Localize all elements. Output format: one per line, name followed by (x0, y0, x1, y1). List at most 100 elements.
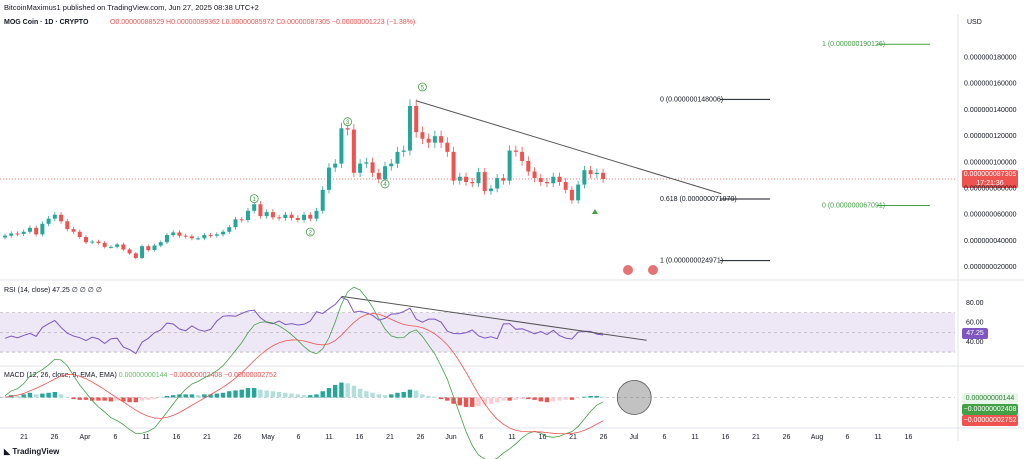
macd-histogram-bar (71, 397, 76, 400)
macd-histogram-bar (582, 396, 587, 398)
candle (545, 181, 550, 184)
macd-histogram-bar (351, 385, 357, 398)
candle (395, 151, 400, 164)
macd-histogram-bar (283, 392, 288, 398)
candle (158, 242, 163, 246)
macd-histogram-bar (588, 395, 593, 398)
candle (83, 237, 88, 243)
candle (383, 166, 388, 180)
x-tick-label: 21 (569, 434, 577, 441)
x-tick-label: 11 (142, 434, 149, 441)
ohlc-values: O0.00000088529 H0.00000089362 L0.0000008… (110, 19, 416, 26)
candle (582, 170, 587, 185)
x-tick-label: 21 (752, 434, 760, 441)
macd-histogram-bar (127, 397, 132, 403)
candle (588, 170, 593, 175)
y-tick-label: 0.000000020000 (964, 264, 1017, 271)
candle (102, 242, 107, 247)
last-price-badge: 0.000000087305 17:21:36 (962, 170, 1018, 188)
candle (457, 176, 462, 181)
macd-histogram-bar (252, 388, 257, 398)
candle (202, 235, 207, 239)
macd-line-badge: −0.00000002752 (962, 415, 1018, 426)
macd-histogram-bar (445, 397, 450, 401)
macd-histogram-bar (532, 397, 537, 400)
candle (526, 161, 531, 172)
candle (351, 129, 356, 173)
macd-histogram-bar (432, 396, 438, 398)
macd-histogram-bar (519, 397, 525, 400)
candle (208, 235, 213, 237)
candle (121, 244, 126, 250)
macd-histogram-bar (575, 397, 581, 399)
x-tick-label: 11 (874, 434, 881, 441)
candle (295, 218, 300, 220)
macd-histogram-bar (600, 396, 606, 398)
candle (177, 232, 182, 236)
macd-histogram-bar (370, 392, 375, 398)
symbol-title[interactable]: MOG Coin · 1D · CRYPTO (4, 19, 89, 26)
currency-label[interactable]: USD (967, 19, 982, 26)
y-tick-label: 0.000000120000 (964, 133, 1017, 140)
macd-histogram-bar (276, 392, 282, 398)
candle (320, 189, 325, 211)
candle (9, 233, 14, 236)
x-tick-label: Aug (811, 434, 824, 441)
macd-histogram-bar (395, 392, 400, 398)
candle (65, 221, 70, 230)
candle (476, 172, 481, 184)
price-trendline (416, 100, 722, 195)
candle (389, 163, 394, 167)
candle (445, 142, 450, 152)
macd-histogram-bar (339, 382, 344, 398)
candle (239, 219, 244, 221)
candle (432, 136, 437, 143)
macd-histogram-bar (158, 396, 163, 398)
tradingview-logo-icon: ◣ (4, 447, 11, 456)
candle (414, 105, 419, 133)
candle (551, 176, 556, 184)
candle (576, 184, 581, 201)
candle (532, 171, 537, 179)
candle (252, 204, 257, 211)
x-tick-label: Jun (445, 434, 456, 441)
candle (314, 210, 319, 219)
candle (283, 214, 288, 219)
candle (46, 218, 51, 224)
candle (96, 241, 101, 243)
candle (308, 214, 313, 219)
candle (289, 214, 294, 219)
macd-histogram-bar (27, 392, 33, 398)
x-tick-label: 26 (600, 434, 608, 441)
macd-histogram-bar (102, 397, 107, 401)
x-tick-label: 26 (783, 434, 791, 441)
candle (557, 176, 562, 182)
candle (594, 172, 599, 175)
tradingview-brand: ◣ TradingView (4, 447, 60, 456)
candle (345, 128, 350, 130)
macd-histogram-bar (164, 395, 170, 398)
macd-histogram-bar (357, 388, 363, 398)
x-tick-label: 16 (722, 434, 730, 441)
candle (52, 214, 57, 219)
macd-histogram-bar (90, 397, 95, 401)
macd-histogram-bar (488, 397, 494, 404)
y-tick-label: 0.000000140000 (964, 107, 1017, 114)
macd-histogram-bar (270, 391, 276, 398)
macd-histogram-bar (214, 393, 220, 398)
candle (90, 241, 95, 243)
candle (115, 244, 120, 247)
macd-signal-line (4, 313, 604, 435)
candle (451, 151, 456, 181)
candle (196, 238, 201, 240)
x-tick-label: 11 (508, 434, 515, 441)
macd-histogram-bar (239, 389, 244, 398)
macd-histogram-bar (15, 395, 20, 398)
y-tick-label: 0.000000160000 (964, 81, 1017, 88)
candle (376, 172, 381, 180)
candle (127, 249, 132, 254)
macd-histogram-bar (457, 397, 462, 406)
macd-histogram-bar (202, 394, 207, 398)
candle (501, 178, 506, 181)
